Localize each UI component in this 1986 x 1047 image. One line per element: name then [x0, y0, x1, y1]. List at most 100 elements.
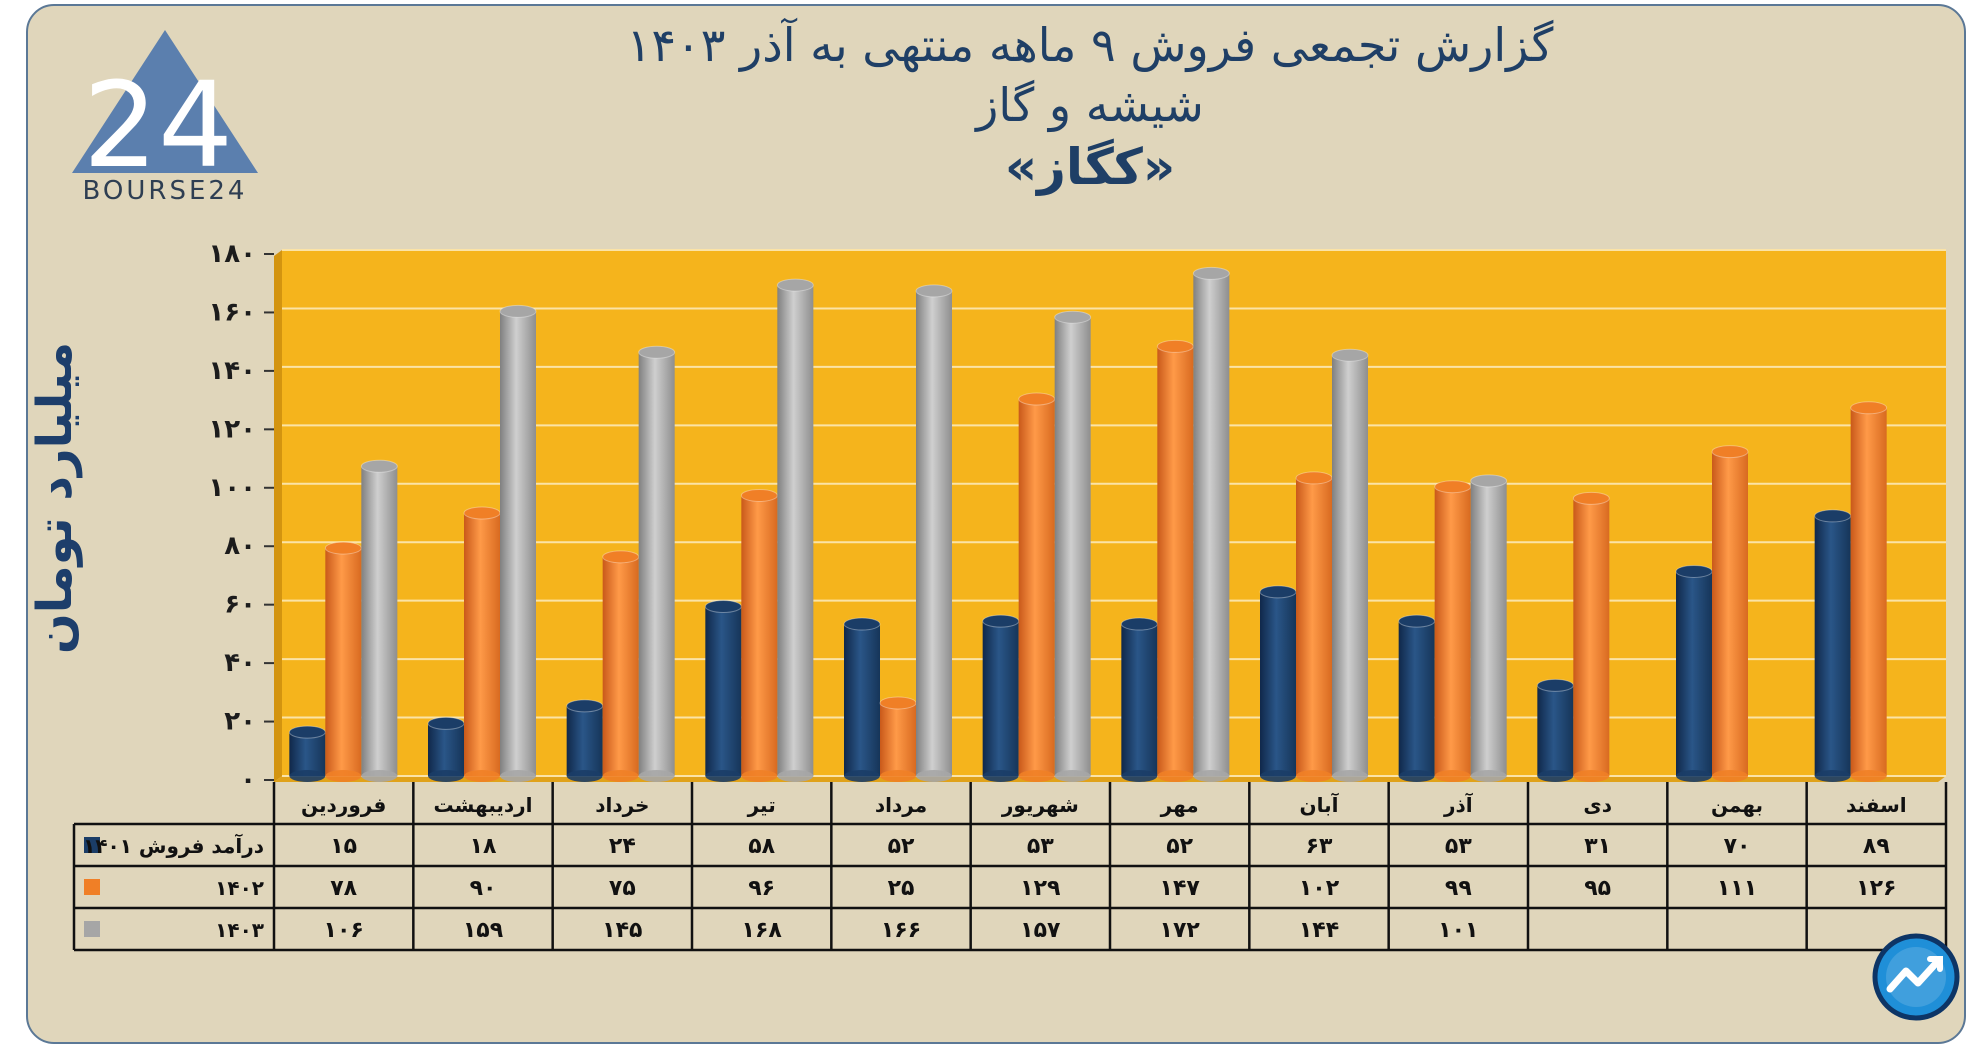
bar-cap-2-2	[638, 345, 676, 359]
bar-base-1-11	[1850, 770, 1887, 782]
bar-cap-1-2	[602, 550, 640, 564]
bar-cap-2-7	[1331, 348, 1369, 362]
bar-2-5	[1054, 317, 1091, 776]
bar-1-1	[464, 513, 500, 776]
bar-base-1-0	[325, 770, 362, 782]
bar-0-8	[1398, 621, 1435, 776]
bar-cap-1-1	[463, 506, 501, 520]
bar-1-6	[1157, 346, 1194, 776]
bar-0-2	[566, 705, 603, 776]
x-tick-label: اسفند	[1846, 793, 1907, 817]
bar-0-0	[289, 732, 326, 776]
bar-base-0-0	[289, 770, 326, 782]
data-label-2-6: ۱۷۲	[1160, 918, 1201, 943]
data-label-0-9: ۳۱	[1584, 834, 1611, 859]
x-tick-label: دی	[1583, 793, 1612, 817]
data-label-2-0: ۱۰۶	[324, 918, 364, 943]
bar-cap-0-4	[843, 617, 881, 631]
bar-base-2-3	[777, 770, 814, 782]
bar-base-1-7	[1296, 770, 1332, 782]
data-label-0-5: ۵۳	[1027, 834, 1054, 859]
data-label-0-6: ۵۲	[1166, 834, 1193, 859]
bar-cap-2-1	[499, 304, 537, 318]
bar-2-0	[361, 466, 398, 776]
bar-base-2-6	[1193, 770, 1230, 782]
bourse24-triangle-logo: 24	[70, 28, 260, 194]
data-label-2-4: ۱۶۶	[881, 918, 921, 943]
bar-cap-0-8	[1398, 614, 1436, 628]
bar-1-0	[325, 548, 362, 776]
bar-1-7	[1296, 477, 1332, 776]
bar-1-4	[880, 702, 916, 776]
data-label-0-1: ۱۸	[470, 834, 497, 859]
bar-base-1-4	[880, 770, 916, 782]
plot-side-wall	[274, 250, 282, 782]
bar-base-0-5	[982, 770, 1019, 782]
bar-2-1	[500, 311, 536, 776]
bar-base-0-11	[1814, 770, 1851, 782]
x-tick-label: آذر	[1443, 792, 1474, 817]
bar-base-1-9	[1573, 770, 1610, 782]
y-tick-label: ۱۶۰	[208, 297, 256, 327]
data-label-2-8: ۱۰۱	[1438, 918, 1478, 943]
bar-0-6	[1121, 624, 1158, 776]
bar-cap-1-10	[1711, 445, 1749, 459]
data-label-1-8: ۹۹	[1445, 876, 1472, 901]
bar-base-1-3	[741, 770, 778, 782]
bar-0-11	[1814, 515, 1851, 776]
bar-0-7	[1260, 591, 1296, 776]
bar-cap-1-5	[1018, 392, 1056, 406]
logo-mark: 24	[83, 56, 233, 178]
bar-cap-1-9	[1572, 491, 1610, 505]
bar-base-0-8	[1398, 770, 1435, 782]
legend-label-2: ۱۴۰۳	[215, 918, 264, 942]
bar-base-1-10	[1712, 770, 1748, 782]
company-ticker: «کگاز»	[1004, 138, 1176, 196]
bar-0-1	[428, 723, 464, 776]
bar-cap-0-3	[704, 600, 742, 614]
legend-swatch-2	[84, 921, 100, 937]
data-label-0-7: ۶۳	[1306, 834, 1333, 859]
data-label-2-7: ۱۴۴	[1299, 918, 1339, 943]
data-label-2-1: ۱۵۹	[463, 918, 503, 943]
bar-cap-2-8	[1470, 474, 1508, 488]
legend-swatch-1	[84, 879, 100, 895]
bar-base-2-0	[361, 770, 398, 782]
bar-base-0-4	[844, 770, 880, 782]
bar-cap-0-1	[427, 716, 465, 730]
chart-subtitle: شیشه و گاز	[976, 78, 1204, 132]
y-tick-label: ۸۰	[224, 531, 256, 561]
plot-floor	[274, 776, 1946, 782]
bar-1-9	[1573, 498, 1610, 776]
bar-cap-2-4	[915, 284, 953, 298]
bar-base-1-6	[1157, 770, 1194, 782]
data-label-0-3: ۵۸	[748, 834, 775, 859]
bar-1-2	[602, 556, 639, 776]
bar-1-10	[1712, 451, 1748, 776]
bar-cap-0-2	[566, 699, 604, 713]
bar-base-1-2	[602, 770, 639, 782]
bar-0-3	[705, 606, 742, 776]
y-tick-label: ۶۰	[224, 590, 256, 620]
bar-0-5	[982, 621, 1019, 776]
bar-cap-0-6	[1120, 617, 1158, 631]
bar-0-9	[1537, 685, 1574, 776]
bar-2-2	[638, 352, 675, 776]
y-tick-label: ۴۰	[224, 648, 256, 678]
data-label-0-11: ۸۹	[1863, 834, 1890, 859]
data-label-1-9: ۹۵	[1584, 876, 1611, 901]
legend-label-1: ۱۴۰۲	[215, 876, 264, 900]
y-tick-label: ۱۲۰	[208, 414, 256, 444]
bar-cap-1-0	[324, 541, 362, 555]
y-tick-label: ۱۸۰	[208, 239, 256, 269]
bar-cap-1-6	[1156, 339, 1194, 353]
bar-base-2-7	[1332, 770, 1368, 782]
data-label-2-5: ۱۵۷	[1020, 918, 1061, 943]
chart-arrow-badge-icon	[1872, 933, 1960, 1025]
bar-base-0-6	[1121, 770, 1158, 782]
bar-2-4	[916, 290, 952, 776]
bar-base-0-1	[428, 770, 464, 782]
y-tick-label: ۲۰	[224, 707, 256, 737]
bar-base-0-2	[566, 770, 603, 782]
